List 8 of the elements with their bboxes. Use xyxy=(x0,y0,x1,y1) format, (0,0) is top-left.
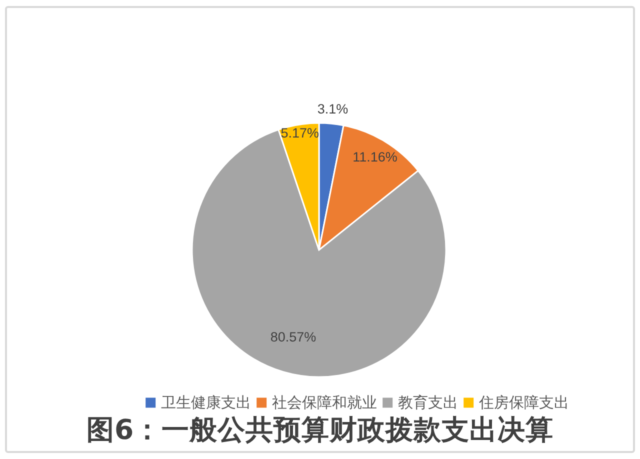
data-label: 11.16% xyxy=(352,150,398,165)
legend-label: 住房保障支出 xyxy=(478,394,570,412)
legend-label: 社会保障和就业 xyxy=(272,394,378,412)
legend-label: 卫生健康支出 xyxy=(161,394,252,412)
legend-label: 教育支出 xyxy=(398,394,458,412)
data-label: 80.57% xyxy=(270,330,316,345)
text: 图6：一般公共预算财政拨款支出决算 xyxy=(86,414,554,446)
data-label: 3.1% xyxy=(317,102,348,117)
